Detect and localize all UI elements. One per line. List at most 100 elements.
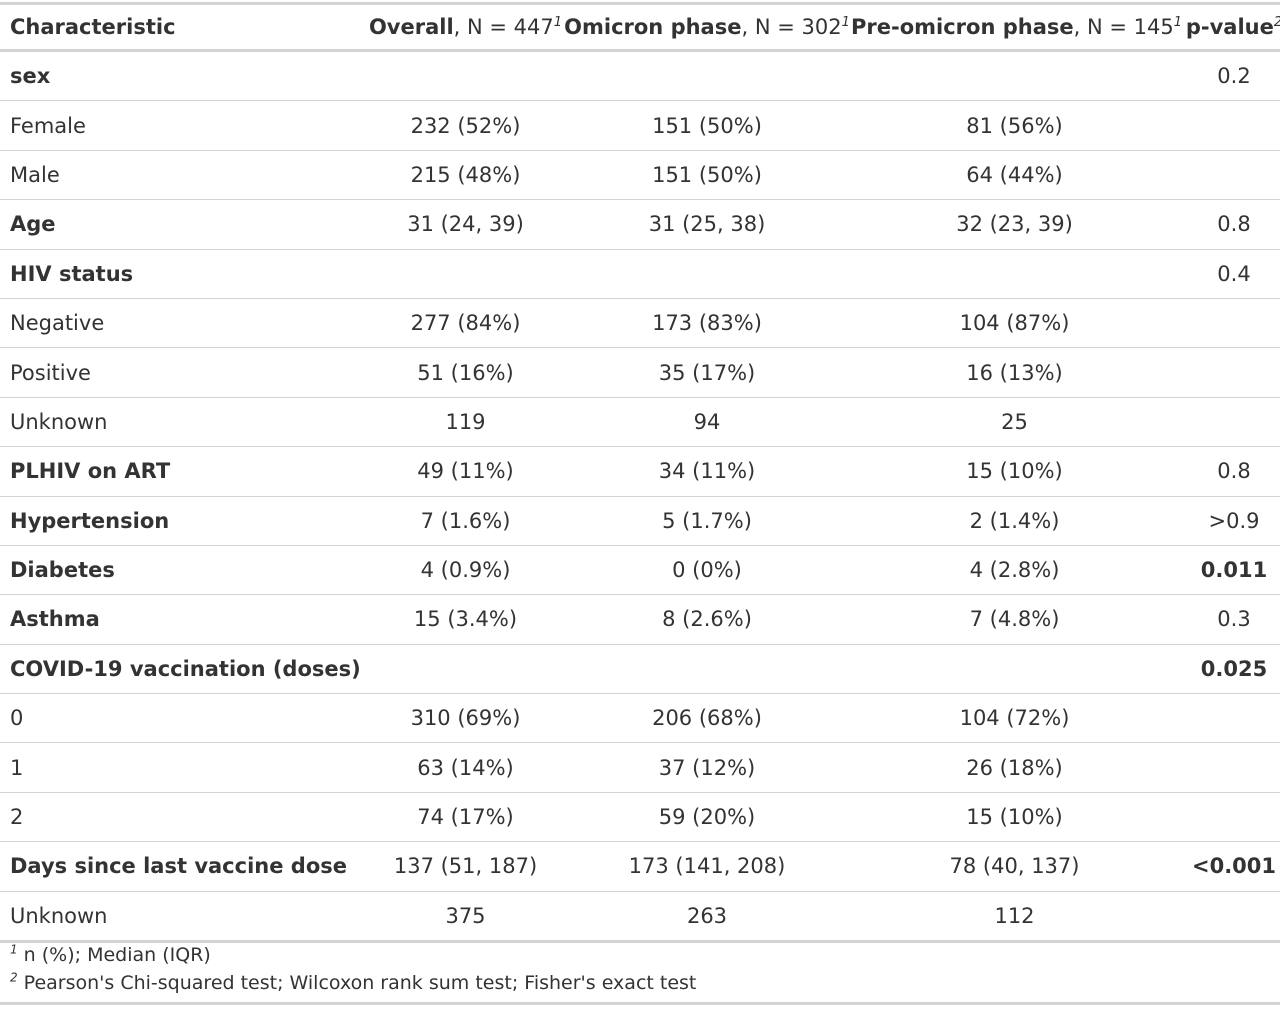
table-row-variable: Age 31 (24, 39) 31 (25, 38) 32 (23, 39) 0.8 [0,199,1280,250]
cell-p-value: 0.011 [1178,544,1280,595]
cell-omicron-phase: 0 (0%) [563,544,851,595]
cell-overall: 7 (1.6%) [368,495,563,546]
cell-pre-omicron-phase: 64 (44%) [851,149,1178,200]
table-body: sex 0.2 Female 232 (52%) 151 (50%) 81 (56%) Ma… [0,51,1280,941]
cell-characteristic: HIV status [0,248,368,299]
table-bottom-border [0,940,1280,943]
cell-characteristic: 2 [0,791,368,842]
cell-pre-omicron-phase: 112 [851,890,1178,941]
table-row-level: Male 215 (48%) 151 (50%) 64 (44%) [0,149,1280,200]
cell-omicron-phase [563,643,851,694]
column-header-title: Omicron phase [564,15,742,39]
footer-bottom-border [0,1002,1280,1005]
table-row-level: 1 63 (14%) 37 (12%) 26 (18%) [0,742,1280,793]
cell-characteristic: Negative [0,297,368,348]
table-row-level: Positive 51 (16%) 35 (17%) 16 (13%) [0,347,1280,398]
cell-p-value: 0.4 [1178,248,1280,299]
cell-p-value: 0.8 [1178,199,1280,250]
table-row-variable: Asthma 15 (3.4%) 8 (2.6%) 7 (4.8%) 0.3 [0,594,1280,645]
table-row-variable: Diabetes 4 (0.9%) 0 (0%) 4 (2.8%) 0.011 [0,544,1280,595]
cell-characteristic: Positive [0,347,368,398]
cell-overall [368,248,563,299]
table-row-variable: PLHIV on ART 49 (11%) 34 (11%) 15 (10%) 0.8 [0,446,1280,497]
cell-characteristic: COVID-19 vaccination (doses) [0,643,368,694]
cell-overall: 15 (3.4%) [368,594,563,645]
table-row-level: Negative 277 (84%) 173 (83%) 104 (87%) [0,297,1280,348]
header-row: Characteristic Overall, N = 4471 Omicron p… [0,5,1280,52]
column-header-footnote-mark: 1 [1173,15,1182,30]
cell-pre-omicron-phase [851,51,1178,101]
table-top-border [0,2,1280,5]
cell-p-value: <0.001 [1178,841,1280,892]
cell-pre-omicron-phase: 15 (10%) [851,791,1178,842]
cell-p-value [1178,791,1280,842]
table-row-level: 2 74 (17%) 59 (20%) 15 (10%) [0,791,1280,842]
cell-pre-omicron-phase: 25 [851,396,1178,447]
column-header-footnote-mark: 2 [1274,15,1280,30]
cell-omicron-phase: 5 (1.7%) [563,495,851,546]
cell-characteristic: Male [0,149,368,200]
cell-omicron-phase: 8 (2.6%) [563,594,851,645]
cell-omicron-phase: 263 [563,890,851,941]
cell-characteristic: 0 [0,693,368,743]
cell-overall: 277 (84%) [368,297,563,348]
cell-omicron-phase: 37 (12%) [563,742,851,793]
footnote-text: Pearson's Chi-squared test; Wilcoxon ran… [17,972,697,994]
cell-pre-omicron-phase: 4 (2.8%) [851,544,1178,595]
table-header: Characteristic Overall, N = 4471 Omicron p… [0,5,1280,52]
table-row-variable: COVID-19 vaccination (doses) 0.025 [0,643,1280,694]
table-row-variable: Hypertension 7 (1.6%) 5 (1.7%) 2 (1.4%) >0.9 [0,495,1280,546]
cell-pre-omicron-phase: 16 (13%) [851,347,1178,398]
cell-pre-omicron-phase: 78 (40, 137) [851,841,1178,892]
cell-characteristic: Asthma [0,594,368,645]
column-header-omicron-phase: Omicron phase, N = 3021 [563,5,851,52]
table-row-variable: HIV status 0.4 [0,248,1280,299]
column-header-n: , N = 447 [453,15,554,39]
cell-pre-omicron-phase: 7 (4.8%) [851,594,1178,645]
cell-omicron-phase: 151 (50%) [563,100,851,151]
cell-overall [368,643,563,694]
cell-p-value [1178,396,1280,447]
cell-p-value [1178,693,1280,743]
cell-overall: 49 (11%) [368,446,563,497]
cell-p-value: >0.9 [1178,495,1280,546]
cell-omicron-phase: 173 (83%) [563,297,851,348]
cell-pre-omicron-phase: 104 (72%) [851,693,1178,743]
cell-overall: 63 (14%) [368,742,563,793]
footnote: 1 n (%); Median (IQR) [10,944,211,966]
column-header-footnote-mark: 1 [841,15,850,30]
column-header-footnote-mark: 1 [553,15,563,30]
footnote-mark: 2 [10,970,18,985]
cell-p-value [1178,347,1280,398]
cell-overall: 375 [368,890,563,941]
cell-omicron-phase: 151 (50%) [563,149,851,200]
column-header-n: , N = 145 [1073,15,1174,39]
cell-characteristic: 1 [0,742,368,793]
table-row-variable: Days since last vaccine dose 137 (51, 187… [0,841,1280,892]
cell-characteristic: PLHIV on ART [0,446,368,497]
column-header-title: Overall [368,15,454,39]
table-row-variable: sex 0.2 [0,51,1280,101]
summary-table: Characteristic Overall, N = 4471 Omicron p… [0,5,1280,941]
cell-characteristic: sex [10,64,51,89]
column-header-overall: Overall, N = 4471 [368,5,563,52]
cell-omicron-phase: 59 (20%) [563,791,851,842]
cell-p-value: 0.3 [1178,594,1280,645]
cell-overall [368,51,563,101]
footnote-text: n (%); Median (IQR) [17,944,211,966]
cell-omicron-phase: 34 (11%) [563,446,851,497]
cell-omicron-phase: 173 (141, 208) [563,841,851,892]
cell-characteristic: Unknown [0,396,368,447]
table-row-level: Unknown 119 94 25 [0,396,1280,447]
cell-pre-omicron-phase: 26 (18%) [851,742,1178,793]
cell-omicron-phase [563,248,851,299]
cell-overall: 215 (48%) [368,149,563,200]
table-row-level: 0 310 (69%) 206 (68%) 104 (72%) [0,693,1280,743]
cell-pre-omicron-phase: 81 (56%) [851,100,1178,151]
cell-overall: 31 (24, 39) [368,199,563,250]
cell-characteristic: Female [0,100,368,151]
cell-characteristic: Hypertension [0,495,368,546]
cell-overall: 137 (51, 187) [368,841,563,892]
column-header-title: Characteristic [10,15,176,39]
